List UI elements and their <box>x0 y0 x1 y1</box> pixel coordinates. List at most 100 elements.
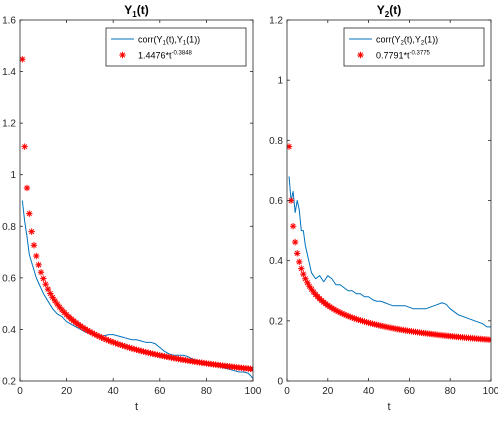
fit-point <box>291 238 299 246</box>
y-tick-label: 1.2 <box>269 16 283 27</box>
fit-point <box>61 309 68 316</box>
fit-point <box>75 321 82 328</box>
fit-point <box>300 270 307 278</box>
fit-point <box>89 329 96 337</box>
x-tick-label: 40 <box>108 386 120 397</box>
y-tick-label: 1 <box>10 170 16 181</box>
fit-point <box>308 286 315 293</box>
x-tick-label: 100 <box>245 386 262 397</box>
fit-point <box>154 351 161 359</box>
x-tick-label: 80 <box>445 386 457 397</box>
legend-star-marker <box>357 51 364 59</box>
fit-point <box>298 265 305 272</box>
series-line-corr <box>288 176 491 328</box>
fit-point <box>30 242 38 249</box>
fit-point <box>107 338 115 345</box>
fit-point <box>130 345 138 353</box>
fit-point <box>355 316 362 323</box>
fit-point <box>21 143 28 150</box>
fit-point <box>98 334 105 341</box>
data-layer <box>287 143 491 343</box>
fit-point <box>114 340 122 348</box>
fit-point <box>306 283 313 290</box>
fit-point <box>112 339 119 347</box>
fit-point <box>51 297 59 305</box>
y-tick-label: 1.4 <box>2 67 16 78</box>
y-tick-label: 1 <box>277 76 283 87</box>
data-layer <box>20 56 253 379</box>
fit-point <box>330 306 338 313</box>
y-tick-label: 1.2 <box>2 119 16 130</box>
fit-point <box>151 351 159 358</box>
chart-title: Y2(t) <box>377 3 401 19</box>
fit-point <box>128 345 136 352</box>
fit-point <box>342 312 350 319</box>
x-tick-label: 60 <box>404 386 416 397</box>
fit-point <box>367 320 374 327</box>
y-tick-label: 0.2 <box>269 316 283 327</box>
y-tick-label: 1.6 <box>2 16 16 27</box>
fit-point <box>351 315 358 322</box>
fit-point <box>20 56 26 63</box>
x-tick-label: 40 <box>363 386 375 397</box>
fit-point <box>287 143 293 150</box>
fit-point <box>340 311 348 318</box>
fit-point <box>365 319 372 326</box>
y-tick-label: 0 <box>277 377 283 388</box>
fit-point <box>119 342 126 349</box>
fit-point <box>77 322 84 330</box>
fit-point <box>336 309 344 316</box>
y-tick-label: 0.6 <box>269 196 283 207</box>
fit-point <box>144 349 152 356</box>
fit-point <box>369 320 376 328</box>
legend: corr(Y2(t),Y2(1)) 0.7791*t-0.3775 <box>343 27 485 67</box>
x-tick-label: 80 <box>201 386 213 397</box>
x-tick-label: 0 <box>284 386 290 397</box>
fit-point <box>334 308 342 315</box>
fit-point <box>100 335 108 342</box>
legend: corr(Y1(t),Y1(1)) 1.4476*t-0.3848 <box>105 27 247 67</box>
fit-point <box>23 184 31 192</box>
x-tick-label: 100 <box>483 386 498 397</box>
fit-point <box>26 210 33 217</box>
fit-point <box>347 313 354 321</box>
fit-point <box>82 325 89 333</box>
fit-point <box>289 222 297 230</box>
chart-panel-1: 0 20 40 60 80 100 0.2 0.4 0.6 0.8 1 1.2 1.4 1.6 t Y1(t)… <box>2 3 262 413</box>
fit-point <box>328 304 336 312</box>
fit-point <box>135 347 143 354</box>
fit-point <box>302 275 309 282</box>
y-tick-label: 0.2 <box>2 377 16 388</box>
y-tick-label: 0.6 <box>2 273 16 284</box>
fit-point <box>58 306 66 314</box>
fit-point <box>28 228 35 235</box>
fit-point <box>79 324 87 331</box>
fit-point <box>304 279 311 286</box>
fit-point <box>54 300 61 308</box>
legend-label: 0.7791*t-0.3775 <box>376 51 431 61</box>
fit-point <box>353 315 360 323</box>
legend-box <box>343 27 485 67</box>
fit-point <box>103 336 110 343</box>
fit-point <box>105 337 112 344</box>
legend-box <box>105 27 247 67</box>
fit-point <box>338 310 346 317</box>
fit-point <box>142 348 150 356</box>
fit-point <box>42 281 49 288</box>
fit-point <box>33 252 40 260</box>
fit-point <box>137 347 145 355</box>
fit-point <box>126 344 133 351</box>
plot-area <box>287 20 491 381</box>
chart-panel-2: 0 20 40 60 80 100 0 0.2 0.4 0.6 0.8 1 1.2 t Y2(t) corr(… <box>269 3 498 413</box>
fit-point <box>345 312 352 320</box>
fit-point <box>35 261 42 269</box>
fit-point <box>294 250 301 257</box>
fit-point <box>110 339 117 346</box>
plot-area <box>20 20 253 381</box>
fit-point <box>326 303 334 310</box>
y-tick-label: 0.4 <box>269 256 283 267</box>
y-tick-label: 0.8 <box>2 222 16 233</box>
x-axis-label: t <box>387 401 390 413</box>
fit-point <box>296 258 303 266</box>
